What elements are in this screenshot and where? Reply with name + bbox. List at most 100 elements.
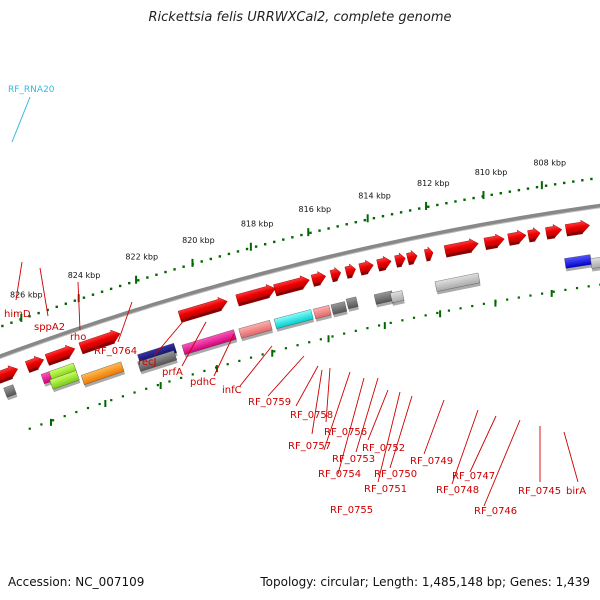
backbone-highlight — [0, 207, 600, 360]
label-leader — [367, 389, 389, 441]
inner-scale-dot — [482, 302, 485, 305]
cds-arrow — [507, 229, 527, 246]
gene-block — [273, 309, 315, 332]
scale-dot — [218, 255, 222, 258]
label-leader — [377, 391, 401, 483]
scale-dot — [363, 218, 367, 222]
scale-dot — [381, 214, 385, 218]
scale-dot — [318, 229, 321, 232]
gene-label: RF_0764 — [94, 346, 137, 357]
cds-arrow — [25, 355, 45, 373]
label-leader — [77, 281, 81, 331]
gene-block — [390, 290, 405, 306]
label-leader — [323, 371, 351, 451]
cds-arrow — [310, 271, 327, 287]
gene-block — [181, 329, 238, 358]
gene-label: RF_0745 — [518, 486, 561, 497]
scale-dot — [436, 203, 439, 207]
scale-dot — [526, 187, 530, 190]
map-title: Rickettsia felis URRWXCal2, complete gen… — [148, 10, 452, 25]
inner-scale-dot — [459, 307, 462, 310]
inner-scale-dot — [238, 359, 241, 362]
scale-dot — [418, 207, 421, 210]
inner-scale-dot — [587, 285, 590, 288]
inner-scale-dot — [28, 427, 31, 430]
cds-arrow — [329, 266, 342, 283]
scale-tick-label: 820 kbp — [182, 236, 215, 245]
gene-block — [3, 384, 18, 401]
scale-tick-label: 810 kbp — [475, 168, 508, 177]
scale-dot — [64, 302, 67, 305]
cds-arrow — [273, 275, 310, 297]
scale-tick-label: 818 kbp — [241, 220, 274, 229]
scale-dot — [200, 260, 203, 263]
rna-leader — [11, 96, 31, 143]
scale-dot — [372, 216, 376, 220]
scale-dot — [155, 273, 158, 276]
scale-dot — [490, 193, 493, 197]
label-leader — [423, 399, 445, 455]
scale-dot — [300, 233, 303, 237]
scale-dot — [10, 321, 13, 324]
scale-dot — [427, 205, 430, 208]
cds-arrow — [344, 263, 356, 279]
scale-dot — [581, 179, 584, 182]
gene-block — [373, 290, 395, 308]
scale-dot — [572, 180, 575, 183]
gene-block — [238, 320, 274, 342]
gene-label: RF_0759 — [248, 397, 291, 408]
gene-block — [590, 255, 600, 272]
scale-dot — [46, 308, 49, 312]
scale-dot — [327, 227, 330, 230]
inner-scale-dot — [296, 344, 299, 347]
scale-dot — [137, 279, 140, 282]
gene-label: RF_0749 — [410, 456, 453, 467]
gene-label: RF_0747 — [452, 471, 495, 482]
scale-dot — [445, 201, 448, 205]
inner-scale-dot — [575, 286, 579, 290]
gene-block — [49, 370, 81, 393]
inner-scale-dot — [540, 292, 544, 295]
scale-dot — [173, 268, 176, 271]
accession-text: Accession: NC_007109 — [8, 575, 145, 589]
scale-dot — [345, 223, 348, 226]
scale-dot — [336, 225, 339, 228]
label-leader — [39, 267, 49, 317]
gene-label: prfA — [162, 367, 183, 378]
inner-scale-dot — [506, 298, 509, 301]
label-leader — [451, 409, 479, 485]
gene-label: RF_0746 — [474, 506, 517, 517]
inner-scale-dot — [51, 419, 55, 422]
cds-arrow — [394, 252, 406, 268]
inner-scale-dot — [133, 391, 136, 394]
scale-dot — [236, 250, 240, 253]
gene-label: RF_0755 — [330, 505, 373, 516]
inner-scale-dot — [145, 387, 148, 390]
cds-arrow — [177, 297, 228, 323]
label-leader — [239, 345, 273, 387]
scale-dot — [91, 293, 95, 296]
cds-arrow — [0, 365, 19, 384]
inner-scale-dot — [156, 384, 159, 387]
scale-dot — [544, 184, 548, 187]
gene-block — [434, 272, 481, 295]
gene-label: sppA2 — [34, 322, 65, 333]
label-leader — [213, 333, 235, 377]
scale-tick-label: 826 kbp — [10, 291, 43, 300]
scale-dot — [100, 290, 104, 293]
inner-scale-dot — [436, 311, 439, 315]
inner-scale-dot — [98, 402, 101, 406]
scale-dot — [118, 284, 122, 288]
inner-scale-dot — [226, 363, 229, 366]
gene-label: birA — [566, 486, 586, 497]
inner-scale-dot — [261, 353, 264, 356]
scale-dot — [109, 287, 113, 291]
scale-dot — [309, 231, 312, 235]
scale-dot — [590, 177, 593, 181]
gene-label: RF_0757 — [288, 441, 331, 452]
scale-dot — [28, 315, 31, 318]
backbone-arc — [0, 203, 600, 359]
inner-scale-dot — [354, 329, 357, 332]
cds-arrow — [376, 255, 392, 272]
